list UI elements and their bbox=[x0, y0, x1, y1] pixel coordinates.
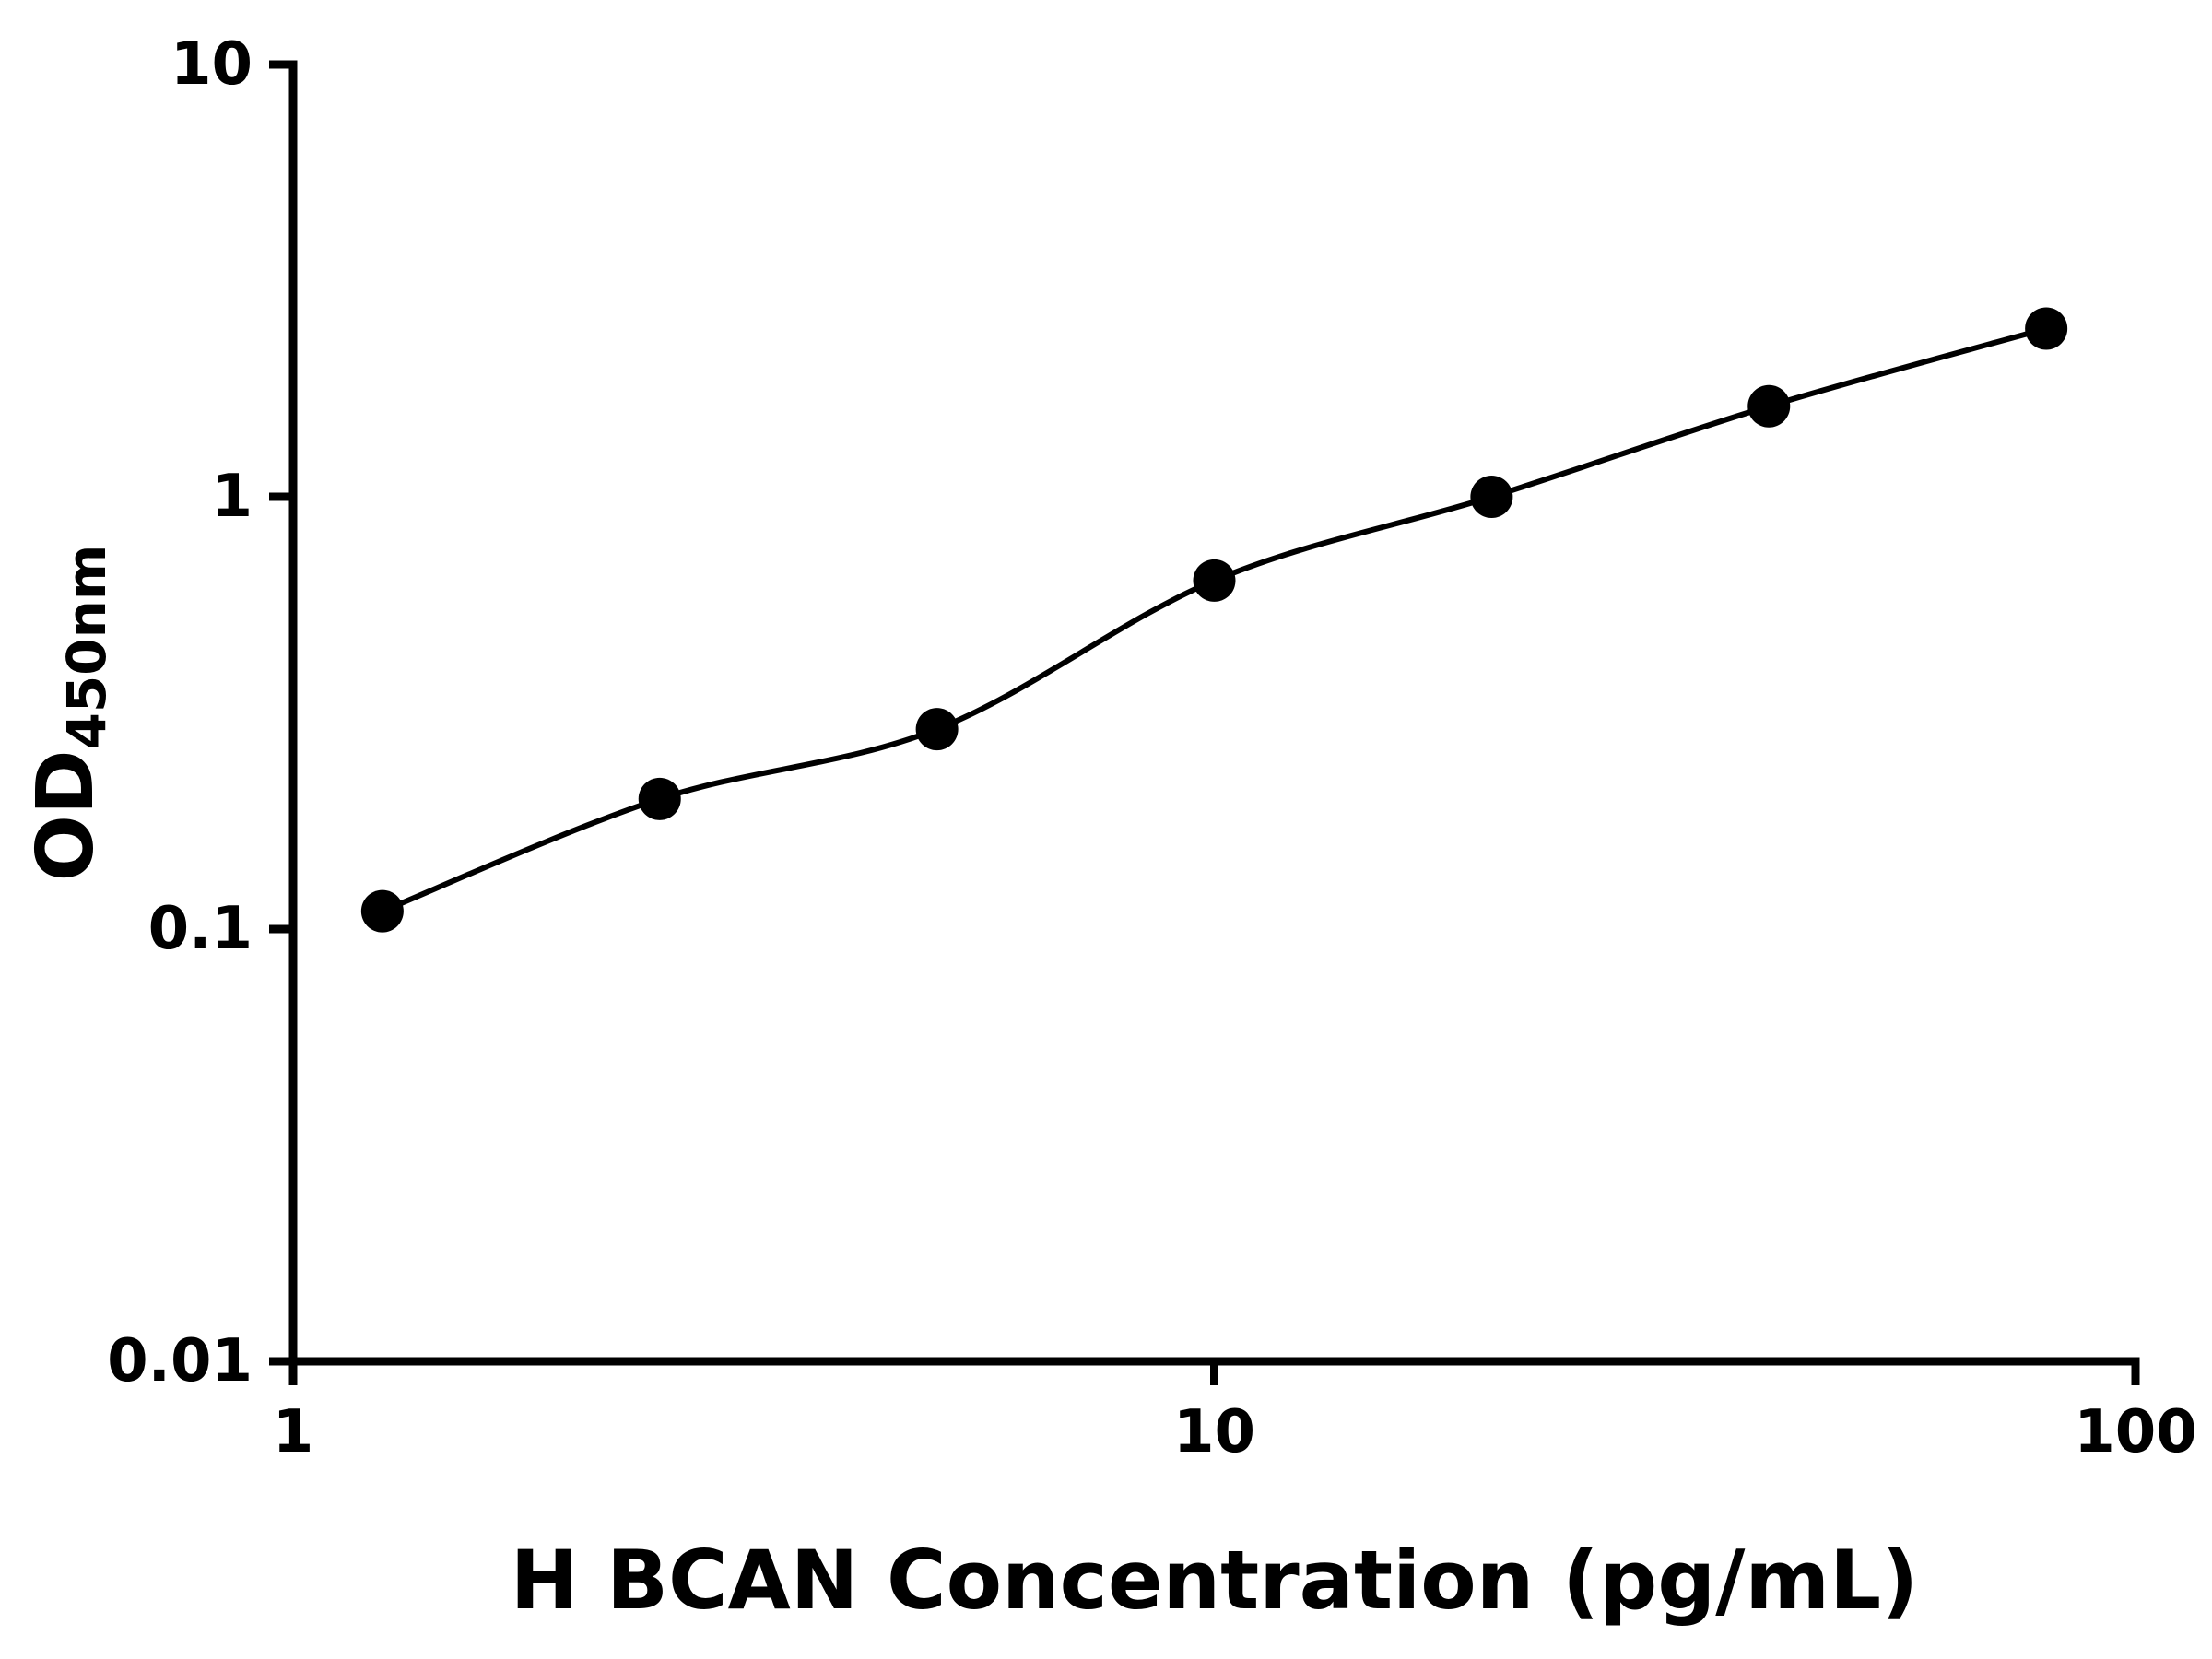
data-point bbox=[638, 777, 681, 820]
data-point bbox=[2025, 307, 2068, 350]
fit-curve bbox=[381, 325, 2047, 914]
y-tick-label: 1 bbox=[211, 463, 253, 531]
x-tick-label: 10 bbox=[1173, 1398, 1255, 1466]
x-axis-title: H BCAN Concentration (pg/mL) bbox=[511, 1533, 1919, 1628]
data-point bbox=[915, 708, 959, 751]
y-tick-label: 10 bbox=[171, 30, 253, 99]
axes-layer bbox=[269, 60, 2140, 1385]
y-tick-label: 0.01 bbox=[107, 1327, 253, 1395]
data-point bbox=[360, 889, 404, 933]
y-tick-label: 0.1 bbox=[148, 895, 253, 963]
axis-spines bbox=[288, 60, 2140, 1366]
y-axis-title: OD450nm bbox=[20, 545, 118, 882]
data-points-layer bbox=[360, 307, 2068, 933]
x-tick-label: 1 bbox=[273, 1398, 314, 1466]
data-point bbox=[1193, 559, 1236, 602]
fit-curve-layer bbox=[381, 325, 2047, 914]
x-tick-label: 100 bbox=[2074, 1398, 2197, 1466]
labels-layer: 10 1 0.1 0.01 1 10 100 H BCAN Concentration (pg… bbox=[20, 30, 2197, 1628]
data-point bbox=[1470, 476, 1513, 518]
data-point bbox=[1747, 384, 1791, 428]
